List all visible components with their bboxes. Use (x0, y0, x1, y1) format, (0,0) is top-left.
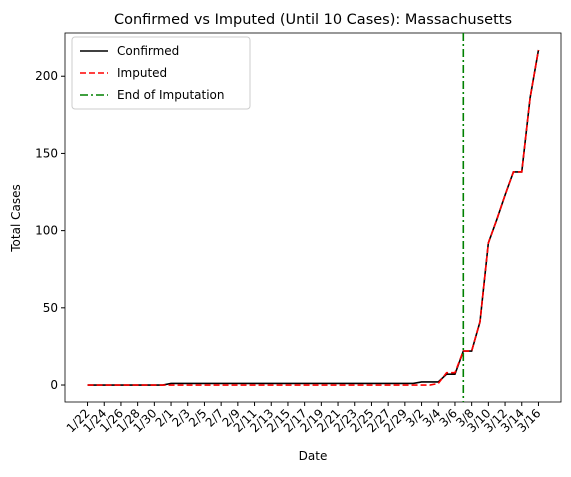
legend-label: End of Imputation (117, 88, 225, 102)
plot-frame (64, 32, 562, 403)
y-tick-label: 200 (35, 69, 58, 83)
legend-label: Confirmed (117, 44, 179, 58)
x-axis-label: Date (299, 449, 328, 463)
y-tick-label: 150 (35, 146, 58, 160)
series-line (87, 49, 540, 386)
legend: Confirmed Imputed End of Imputation (71, 36, 251, 110)
y-tick-label: 100 (35, 224, 58, 238)
y-tick-label: 50 (43, 301, 58, 315)
chart-title: Confirmed vs Imputed (Until 10 Cases): M… (114, 12, 512, 28)
legend-label: Imputed (117, 66, 167, 80)
y-axis-label: Total Cases (9, 184, 23, 252)
legend-box (71, 36, 251, 110)
y-tick-label: 0 (50, 378, 58, 392)
